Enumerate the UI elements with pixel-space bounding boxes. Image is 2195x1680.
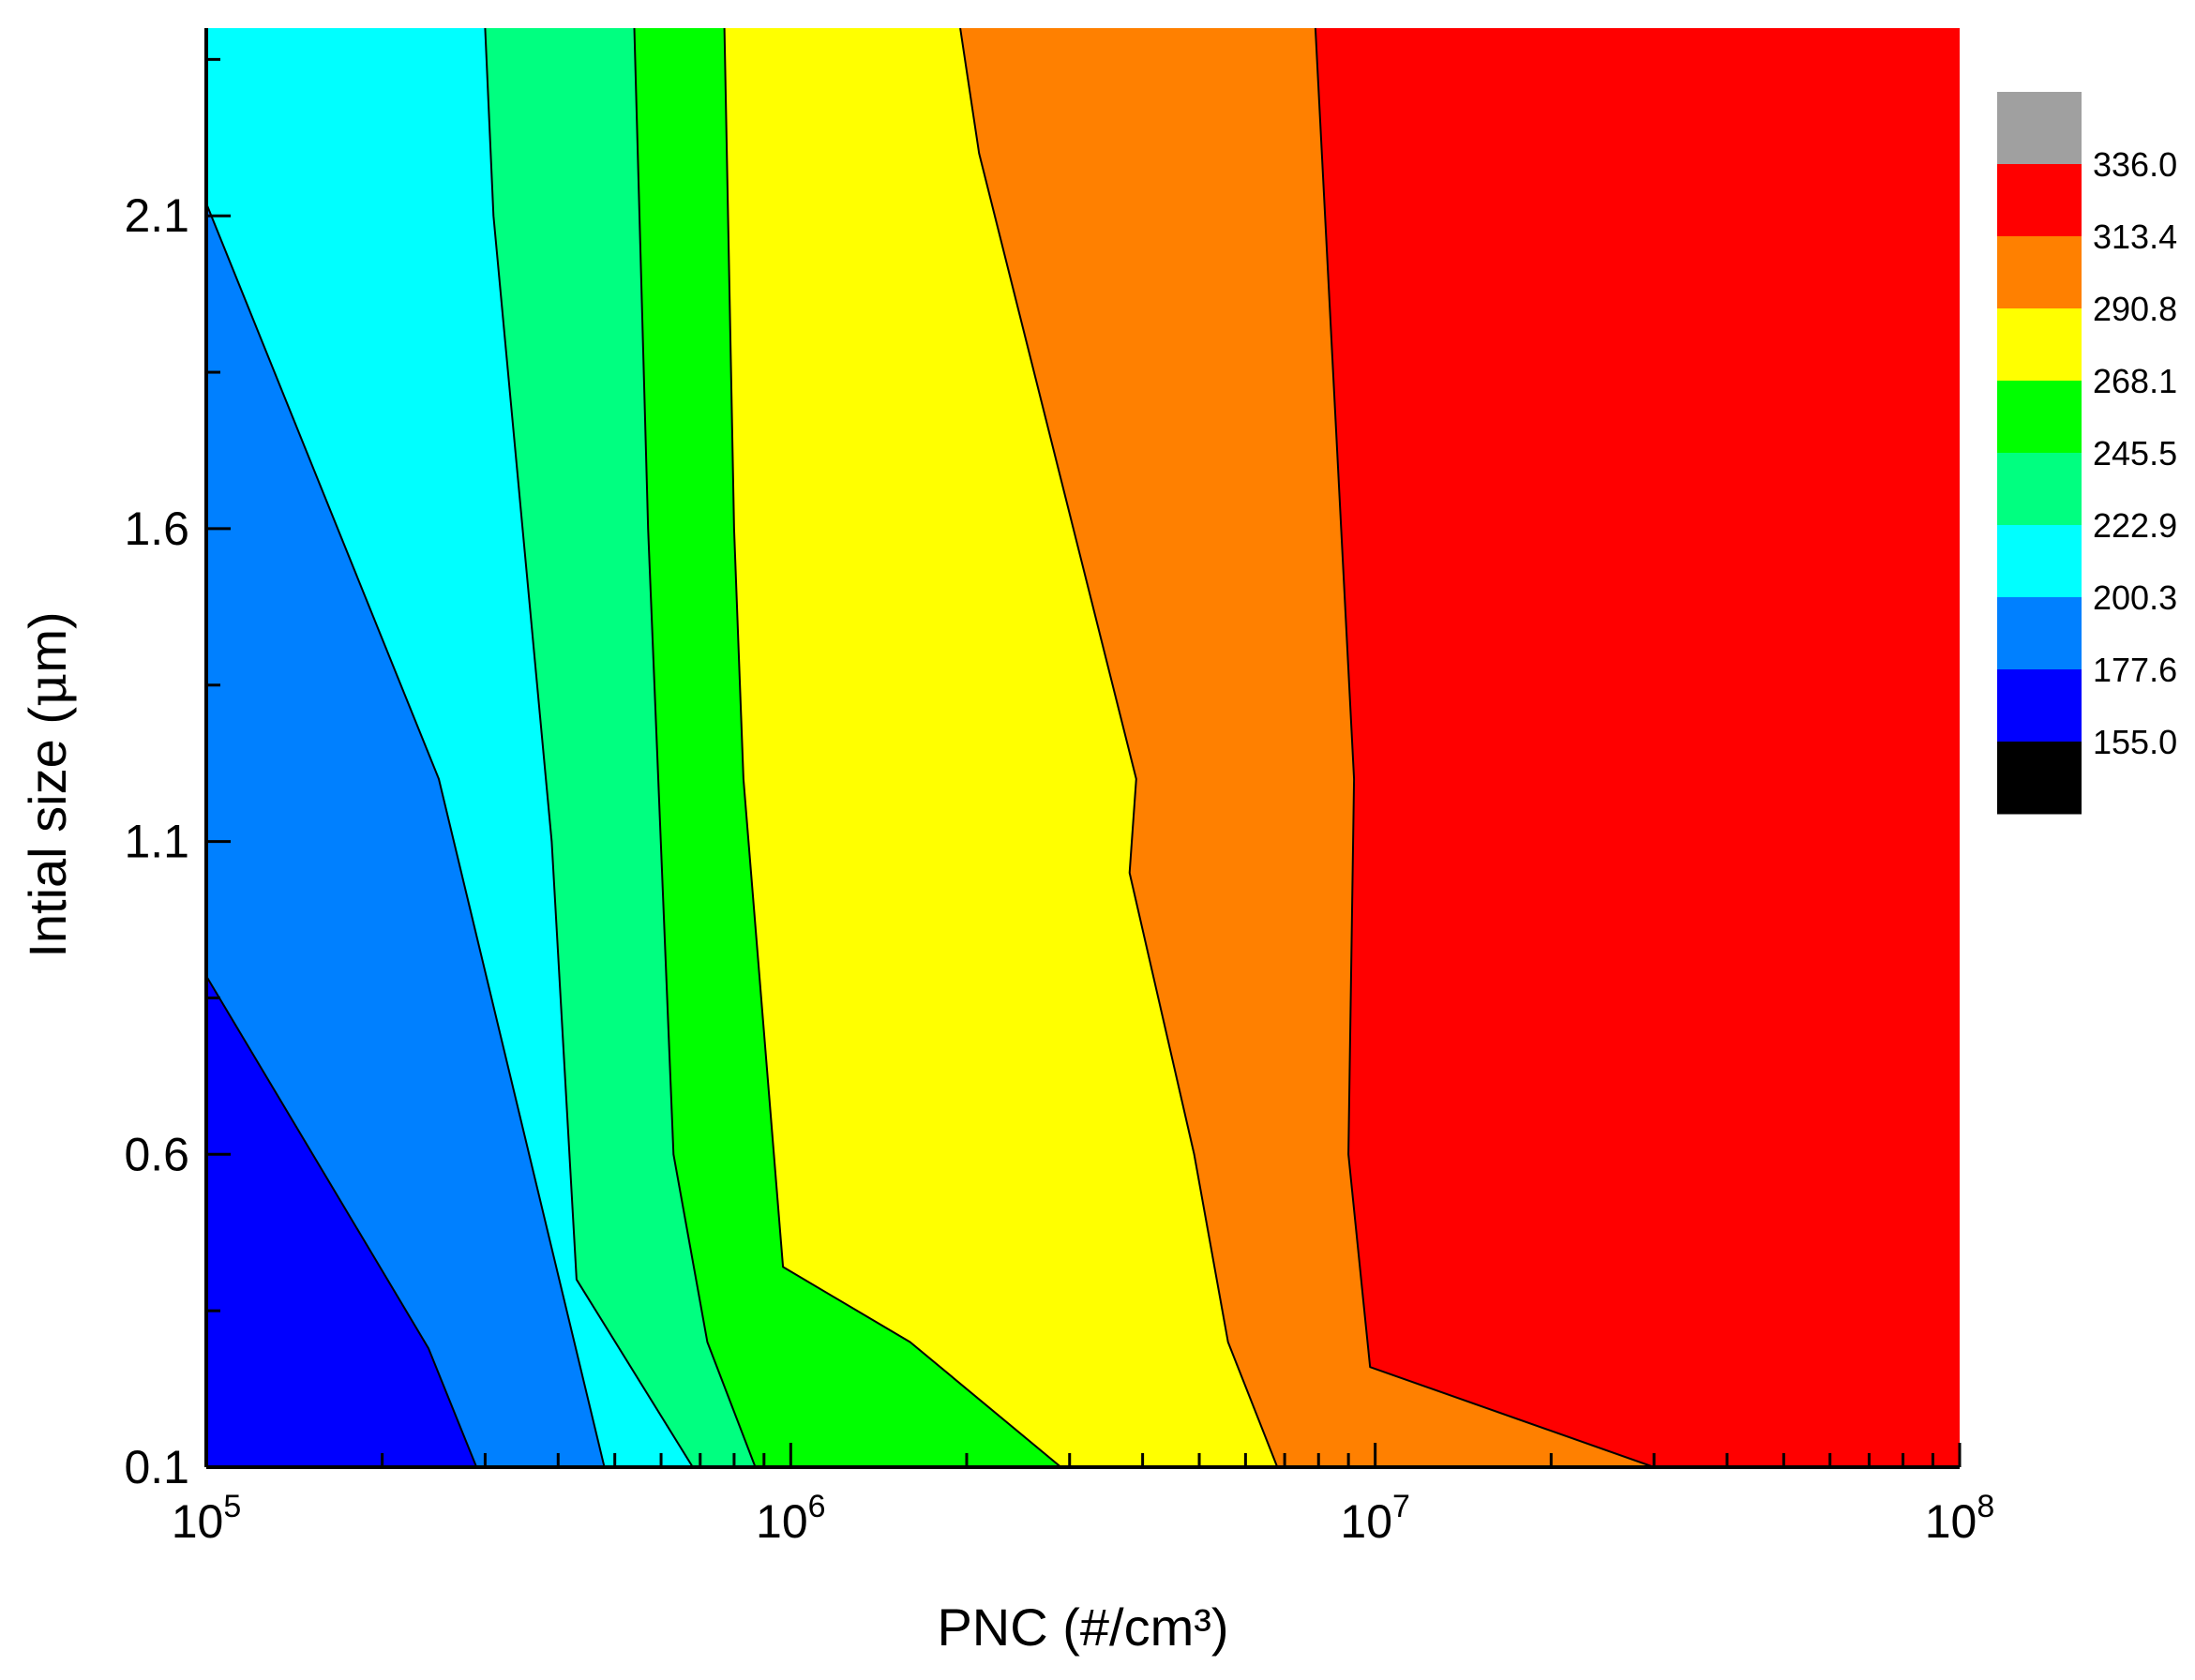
plot-frame (204, 28, 1960, 1469)
x-tick-label: 105 (172, 1489, 242, 1548)
y-axis-title-mu: μ (18, 673, 79, 707)
contour-line-177-6 (206, 975, 478, 1467)
legend-level-label: 222.9 (2093, 506, 2177, 545)
band-200-3-222-9 (206, 28, 693, 1467)
x-tick-label-exponent: 8 (1977, 1489, 1994, 1524)
y-tick-label: 1.1 (124, 816, 189, 868)
band-290-8-313-4 (960, 28, 1655, 1467)
x-axis: 105 106 107 108 (172, 1443, 1995, 1548)
contour-line-313-4 (1314, 28, 1655, 1467)
legend-level-label: 200.3 (2093, 578, 2177, 617)
x-tick-label-base: 10 (172, 1495, 224, 1548)
x-axis-title: PNC (#/cm³) (937, 1598, 1228, 1657)
x-tick-label-base: 10 (756, 1495, 808, 1548)
legend-level-label: 313.4 (2093, 218, 2177, 256)
band-313-4-336-0 (1315, 28, 1960, 1467)
band-222-9-245-5 (485, 28, 756, 1467)
band-268-1-290-8 (724, 28, 1278, 1467)
legend-swatch (1997, 92, 2082, 165)
y-axis: 0.1 0.6 1.1 1.6 2.1 (124, 57, 231, 1493)
legend-level-label: 245.5 (2093, 434, 2177, 472)
legend-level-label: 177.6 (2093, 651, 2177, 689)
legend-swatch (1997, 742, 2082, 815)
y-axis-title-main: Intial size ( (18, 707, 77, 958)
y-tick-label: 2.1 (124, 189, 189, 242)
contour-line-222-9 (484, 28, 694, 1467)
x-tick-label: 108 (1925, 1489, 1995, 1548)
legend-level-label: 155.0 (2093, 723, 2177, 761)
legend-swatch (1997, 236, 2082, 309)
legend-swatch (1997, 164, 2082, 237)
band-177-6-below (206, 976, 477, 1467)
x-tick-label-exponent: 5 (223, 1489, 241, 1524)
x-tick-label-base: 10 (1340, 1495, 1392, 1548)
y-tick-label: 0.1 (124, 1441, 189, 1493)
contour-bands (206, 28, 1960, 1467)
y-tick-label: 0.6 (124, 1128, 189, 1180)
x-tick-label: 107 (1340, 1489, 1410, 1548)
y-axis-title: Intial size (μm) (18, 611, 79, 957)
x-tick-label-exponent: 7 (1392, 1489, 1410, 1524)
legend-swatch (1997, 597, 2082, 670)
y-axis-title-tail: m) (18, 611, 77, 672)
contour-line-245-5 (633, 28, 757, 1467)
contour-line-290-8 (959, 28, 1279, 1467)
legend-swatch (1997, 308, 2082, 382)
band-177-6-200-3 (206, 202, 605, 1467)
x-tick-label-base: 10 (1925, 1495, 1977, 1548)
legend-swatch (1997, 453, 2082, 526)
legend-level-label: 290.8 (2093, 290, 2177, 328)
band-245-5-268-1 (634, 28, 1061, 1467)
legend-swatch (1997, 669, 2082, 742)
legend-swatch (1997, 381, 2082, 454)
contour-line-268-1 (723, 28, 1062, 1467)
x-tick-label-exponent: 6 (808, 1489, 826, 1524)
y-tick-label: 1.6 (124, 502, 189, 555)
color-scale-legend: 336.0 313.4 290.8 268.1 245.5 222.9 200.3 177.6… (1997, 92, 2177, 815)
contour-line-200-3 (206, 202, 606, 1467)
legend-level-label: 336.0 (2093, 145, 2177, 184)
legend-swatch (1997, 525, 2082, 598)
legend-level-label: 268.1 (2093, 362, 2177, 400)
x-tick-label: 106 (756, 1489, 826, 1548)
contour-lines (206, 28, 1655, 1467)
